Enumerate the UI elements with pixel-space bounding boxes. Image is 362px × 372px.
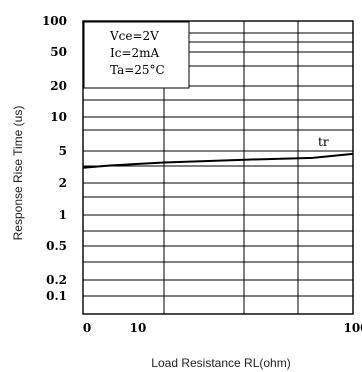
y-tick-label: 2 <box>59 176 67 190</box>
y-axis-title: Response Rise Time (us) <box>11 106 25 241</box>
y-tick-label: 5 <box>59 144 67 158</box>
annotation-vce: Vce=2V <box>109 29 159 43</box>
x-axis-title: Load Resistance RL(ohm) <box>151 356 290 370</box>
y-tick-label: 10 <box>50 110 67 124</box>
y-tick-label: 100 <box>42 14 67 28</box>
y-tick-label: 0.1 <box>46 289 67 303</box>
y-tick-label: 50 <box>50 45 67 59</box>
y-tick-label: 1 <box>59 208 67 222</box>
y-tick-labels: 100 50 20 10 5 2 1 0.5 0.2 0.1 <box>42 14 67 303</box>
annotation-ta: Ta=25°C <box>110 63 165 77</box>
x-tick-label: 0 <box>83 321 91 335</box>
x-tick-labels: 0 10 100 <box>83 321 362 335</box>
x-tick-label: 100 <box>343 321 362 335</box>
annotation-box <box>83 21 190 89</box>
series-label-tr: tr <box>318 135 329 149</box>
y-tick-label: 0.2 <box>46 273 67 287</box>
annotation-ic: Ic=2mA <box>110 46 160 60</box>
y-tick-label: 20 <box>50 79 67 93</box>
x-tick-label: 10 <box>130 321 147 335</box>
series-line-tr <box>82 152 354 169</box>
y-tick-label: 0.5 <box>46 239 67 253</box>
